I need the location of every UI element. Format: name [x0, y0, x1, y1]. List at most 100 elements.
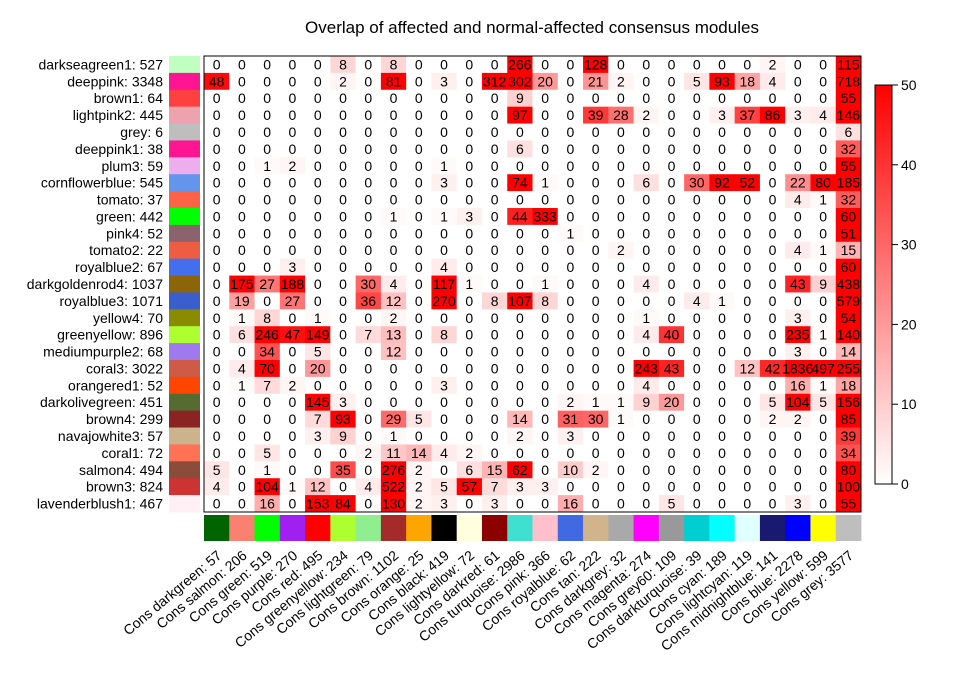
heatmap-cell [481, 376, 508, 395]
heatmap-cell [709, 241, 736, 260]
cell-value: 0 [491, 175, 499, 191]
cell-value: 0 [567, 445, 575, 461]
heatmap-cell [380, 427, 407, 445]
row-color-swatch [169, 56, 200, 74]
heatmap-cell [204, 275, 230, 293]
row-label: darkgoldenrod4: 1037 [27, 276, 163, 292]
cell-value: 14 [512, 411, 528, 427]
cell-value: 5 [668, 496, 676, 512]
cell-value: 0 [364, 394, 372, 410]
heatmap-cell [759, 376, 786, 395]
cell-value: 0 [440, 107, 448, 123]
heatmap-cell [785, 106, 811, 124]
heatmap-cell [431, 343, 458, 361]
heatmap-cell [279, 376, 306, 395]
heatmap-cell [835, 123, 862, 141]
heatmap-cell [532, 56, 559, 74]
heatmap-cell [279, 157, 306, 175]
cell-value: 0 [314, 141, 322, 157]
cell-value: 2 [415, 479, 423, 495]
heatmap-cell [557, 157, 584, 175]
cell-value: 0 [693, 344, 701, 360]
heatmap-cell [229, 56, 255, 74]
cell-value: 0 [642, 90, 650, 106]
cell-value: 0 [567, 259, 575, 275]
heatmap-cell [608, 140, 634, 158]
cell-value: 0 [592, 276, 600, 292]
cell-value: 0 [693, 445, 701, 461]
heatmap-cell [557, 326, 584, 344]
heatmap-cell [406, 427, 432, 445]
cell-value: 0 [617, 462, 625, 478]
heatmap-cell [305, 56, 331, 74]
cell-value: 0 [213, 327, 221, 343]
cell-value: 0 [440, 90, 448, 106]
cell-value: 0 [238, 56, 246, 72]
column-color-swatch [355, 515, 382, 541]
heatmap-cell [406, 224, 432, 243]
heatmap-cell [481, 326, 508, 344]
cell-value: 0 [516, 377, 524, 393]
heatmap-cell [254, 478, 281, 496]
heatmap-cell [481, 478, 508, 496]
cell-value: 0 [263, 107, 271, 123]
heatmap-cell [204, 140, 230, 158]
heatmap-cell [330, 461, 357, 479]
cell-value: 0 [415, 141, 423, 157]
cell-value: 20 [537, 73, 553, 89]
column-color-swatch [557, 515, 584, 541]
heatmap-cell [481, 174, 508, 192]
cell-value: 0 [238, 175, 246, 191]
cell-value: 85 [841, 411, 857, 427]
heatmap-cell [633, 208, 660, 226]
cell-value: 0 [263, 175, 271, 191]
cell-value: 4 [642, 377, 650, 393]
heatmap-cell [507, 208, 533, 226]
heatmap-cell [204, 72, 230, 91]
row-color-swatch [169, 72, 200, 91]
cell-value: 0 [769, 462, 777, 478]
cell-value: 0 [769, 310, 777, 326]
cell-value: 0 [592, 479, 600, 495]
heatmap-cell [330, 326, 357, 344]
heatmap-cell [709, 157, 736, 175]
cell-value: 1 [819, 327, 827, 343]
cell-value: 0 [339, 310, 347, 326]
heatmap-cell [279, 478, 306, 496]
heatmap-cell [406, 258, 432, 276]
cell-value: 0 [465, 192, 473, 208]
cell-value: 0 [289, 141, 297, 157]
cell-value: 0 [668, 208, 676, 224]
heatmap-cell [532, 208, 559, 226]
heatmap-cell [279, 89, 306, 108]
row-label: tomato: 37 [97, 192, 163, 208]
row-color-swatch [169, 444, 200, 462]
cell-value: 0 [516, 445, 524, 461]
cell-value: 47 [285, 327, 301, 343]
cell-value: 0 [819, 344, 827, 360]
cell-value: 0 [390, 360, 398, 376]
cell-value: 0 [213, 124, 221, 140]
cell-value: 0 [668, 259, 676, 275]
cell-value: 0 [567, 158, 575, 174]
heatmap-cell [532, 72, 559, 91]
cell-value: 0 [238, 394, 246, 410]
cell-value: 0 [364, 90, 372, 106]
cell-value: 0 [693, 90, 701, 106]
cell-value: 0 [364, 344, 372, 360]
heatmap-cell [810, 140, 837, 158]
cell-value: 0 [668, 192, 676, 208]
cell-value: 80 [841, 462, 857, 478]
heatmap-cell [734, 393, 761, 412]
heatmap-cell [583, 495, 609, 513]
cell-value: 0 [693, 479, 701, 495]
column-color-swatches [204, 515, 862, 541]
row-color-swatch [169, 343, 200, 361]
cell-value: 0 [465, 107, 473, 123]
heatmap-cell [305, 410, 331, 428]
cell-value: 0 [769, 90, 777, 106]
cell-value: 0 [238, 124, 246, 140]
heatmap-cell [759, 174, 786, 192]
cell-value: 43 [790, 276, 806, 292]
heatmap-cell [380, 309, 407, 327]
